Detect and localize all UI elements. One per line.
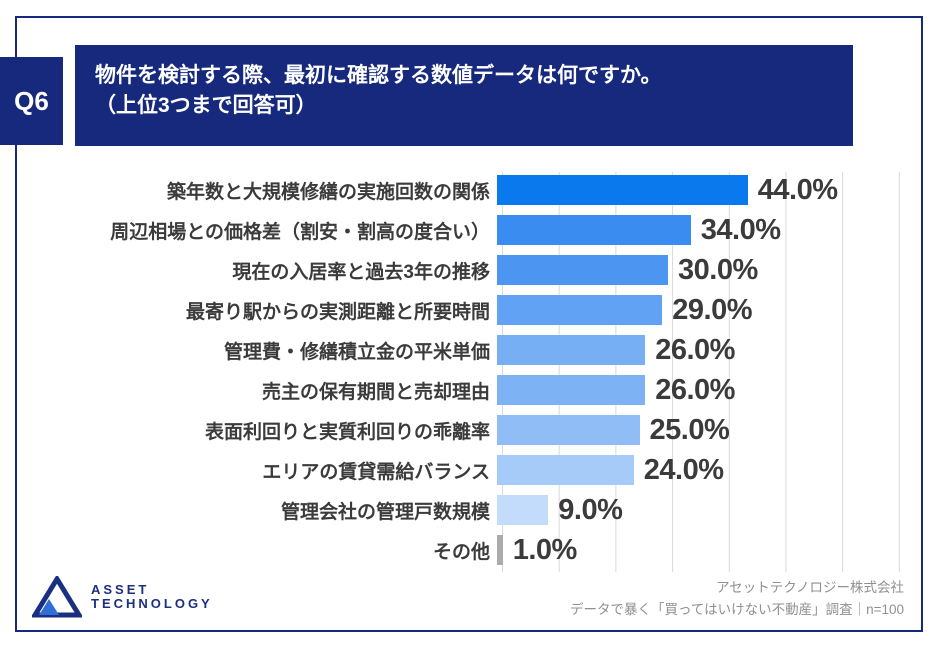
logo-text-line2: TECHNOLOGY [91, 596, 213, 611]
bar-track: 29.0% [497, 293, 896, 326]
bar [497, 535, 503, 565]
category-label: 現在の入居率と過去3年の推移 [232, 261, 490, 283]
bar [497, 255, 668, 285]
question-title-line1: 物件を検討する際、最初に確認する数値データは何ですか。 [95, 64, 662, 87]
value-label: 1.0% [512, 533, 578, 566]
value-label: 26.0% [655, 373, 735, 406]
value-label: 29.0% [672, 293, 753, 326]
bar [497, 295, 663, 325]
bar-track: 25.0% [497, 413, 896, 446]
chart-row: 周辺相場との価格差（割安・割高の度合い） 34.0% [0, 210, 937, 250]
category-label: 最寄り駅からの実測距離と所要時間 [185, 301, 490, 323]
value-label: 34.0% [700, 213, 781, 246]
category-label: エリアの賃貸需給バランス [262, 461, 490, 483]
bar [497, 495, 549, 525]
value-label: 44.0% [757, 173, 838, 206]
chart-row: 現在の入居率と過去3年の推移 30.0% [0, 250, 937, 290]
bar-track: 34.0% [497, 213, 896, 246]
question-title-line2: （上位3つまで回答可） [95, 94, 317, 118]
chart-row: 管理費・修繕積立金の平米単価 26.0% [0, 330, 937, 370]
question-header: 物件を検討する際、最初に確認する数値データは何ですか。 （上位3つまで回答可） [75, 45, 853, 146]
category-label: 表面利回りと実質利回りの乖離率 [204, 421, 490, 443]
company-logo: ASSET TECHNOLOGY [32, 576, 213, 618]
bar-track: 26.0% [497, 333, 896, 366]
question-number-badge: Q6 [0, 57, 63, 145]
logo-triangle-icon [32, 576, 82, 618]
bar-track: 9.0% [497, 493, 896, 526]
question-number: Q6 [14, 85, 49, 116]
chart-row: その他 1.0% [0, 530, 937, 570]
bar [497, 175, 748, 205]
category-label: 管理費・修繕積立金の平米単価 [223, 341, 490, 363]
chart-row: 最寄り駅からの実測距離と所要時間 29.0% [0, 290, 937, 330]
bar [497, 455, 634, 485]
value-label: 9.0% [558, 493, 623, 526]
attribution-survey-info: データで暴く「買ってはいけない不動産」調査｜n=100 [570, 601, 904, 617]
chart-row: 表面利回りと実質利回りの乖離率 25.0% [0, 410, 937, 450]
bar-track: 30.0% [497, 253, 896, 286]
logo-text-line1: ASSET [91, 582, 150, 598]
bar [497, 215, 691, 245]
value-label: 30.0% [678, 253, 758, 286]
bar-track: 24.0% [497, 453, 896, 486]
bar [497, 415, 640, 445]
bar-chart: 築年数と大規模修繕の実施回数の関係 44.0% 周辺相場との価格差（割安・割高の度合… [0, 170, 937, 574]
chart-rows: 築年数と大規模修繕の実施回数の関係 44.0% 周辺相場との価格差（割安・割高の度合… [0, 170, 937, 570]
value-label: 25.0% [649, 413, 730, 446]
bar [497, 375, 646, 405]
attribution-company: アセットテクノロジー株式会社 [716, 580, 904, 595]
logo-wordmark: ASSET TECHNOLOGY [91, 583, 213, 610]
value-label: 26.0% [655, 333, 735, 366]
chart-row: 築年数と大規模修繕の実施回数の関係 44.0% [0, 170, 937, 210]
survey-attribution: アセットテクノロジー株式会社 データで暴く「買ってはいけない不動産」調査｜n=1… [570, 577, 904, 620]
bar-track: 44.0% [497, 173, 896, 206]
category-label: その他 [432, 541, 490, 563]
chart-row: 売主の保有期間と売却理由 26.0% [0, 370, 937, 410]
category-label: 築年数と大規模修繕の実施回数の関係 [166, 181, 490, 203]
category-label: 管理会社の管理戸数規模 [280, 501, 490, 523]
category-label: 売主の保有期間と売却理由 [261, 381, 490, 403]
value-label: 24.0% [643, 453, 724, 486]
bar [497, 335, 646, 365]
bar-track: 26.0% [497, 373, 896, 406]
bar-track: 1.0% [497, 533, 896, 566]
chart-row: 管理会社の管理戸数規模 9.0% [0, 490, 937, 530]
chart-row: エリアの賃貸需給バランス 24.0% [0, 450, 937, 490]
category-label: 周辺相場との価格差（割安・割高の度合い） [110, 221, 490, 243]
